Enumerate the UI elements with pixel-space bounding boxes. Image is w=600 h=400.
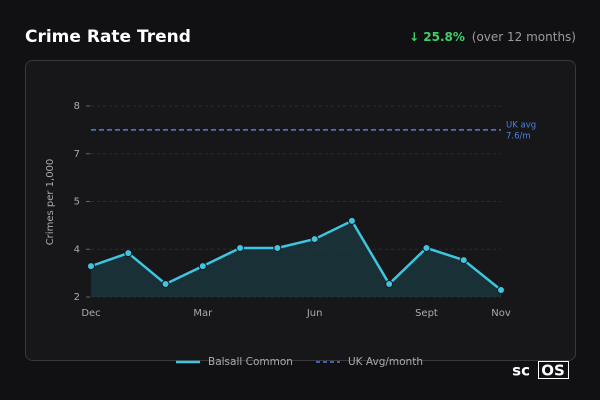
change-note: (over 12 months) xyxy=(472,30,576,44)
y-tick-label: 2 xyxy=(74,292,80,303)
y-tick-label: 8 xyxy=(74,101,80,112)
point xyxy=(422,243,431,252)
change-summary: ↓ 25.8% (over 12 months) xyxy=(409,30,576,44)
point xyxy=(198,262,207,271)
line xyxy=(90,219,502,291)
point xyxy=(273,243,282,252)
x-tick-label: Jun xyxy=(306,308,323,319)
change-value: ↓ 25.8% xyxy=(409,30,465,44)
reference-annotation: 7.6/m xyxy=(506,131,531,141)
point xyxy=(385,279,394,288)
area xyxy=(91,220,501,297)
watermark: OS xyxy=(541,362,565,380)
point xyxy=(87,262,95,271)
chart-title: Crime Rate Trend xyxy=(25,27,191,47)
y-tick-label: 4 xyxy=(74,244,80,255)
point xyxy=(347,216,356,225)
point xyxy=(459,256,468,265)
point xyxy=(161,279,170,288)
y-axis-label: Crimes per 1,000 xyxy=(45,159,56,246)
legend-label: UK Avg/month xyxy=(348,356,423,368)
point xyxy=(497,285,505,294)
x-tick-label: Dec xyxy=(81,308,100,319)
x-tick-label: Mar xyxy=(193,308,213,319)
point xyxy=(236,243,245,252)
y-tick-label: 7 xyxy=(74,149,80,160)
point xyxy=(310,235,319,244)
reference-annotation: UK avg xyxy=(506,120,536,130)
point xyxy=(124,249,133,258)
y-tick-label: 5 xyxy=(74,197,80,208)
x-tick-label: Nov xyxy=(491,308,511,319)
legend-label: Balsall Common xyxy=(208,356,293,368)
watermark: sc xyxy=(512,362,530,380)
x-tick-label: Sept xyxy=(415,308,438,319)
watermark-box xyxy=(538,361,569,379)
